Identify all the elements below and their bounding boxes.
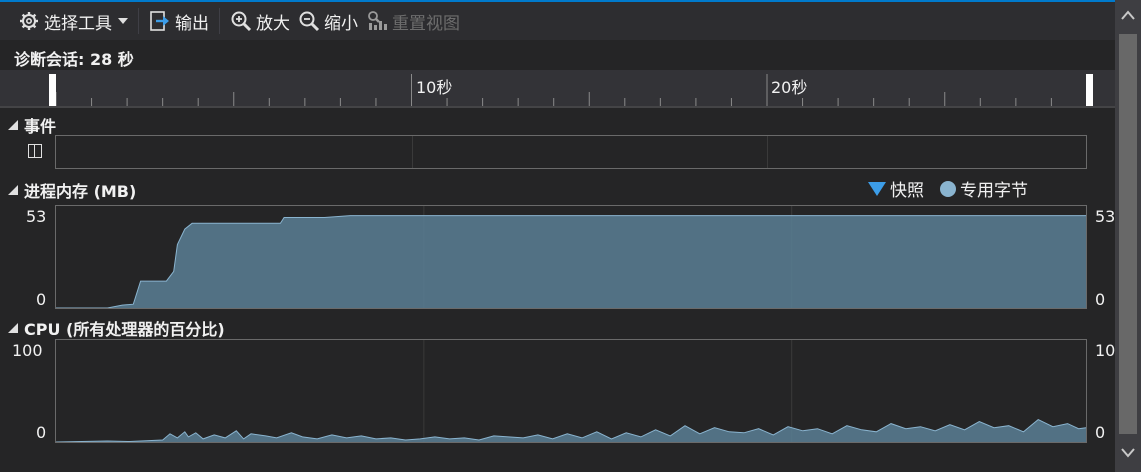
zoom-in-button[interactable]: 放大 — [226, 6, 294, 36]
memory-chart[interactable] — [55, 205, 1087, 309]
ruler-ticks — [0, 74, 1115, 108]
events-track[interactable] — [55, 135, 1087, 169]
cpu-y-max-left: 100 — [12, 341, 43, 360]
export-icon — [149, 10, 171, 32]
cpu-chart-svg — [55, 340, 1087, 443]
gridline — [767, 136, 768, 168]
memory-y-max-left: 53 — [26, 207, 47, 226]
private-bytes-dot-icon — [940, 180, 956, 197]
memory-title: 进程内存 (MB) — [24, 182, 137, 201]
memory-series-area — [56, 215, 1086, 308]
legend-item-snapshot: 快照 — [868, 176, 924, 201]
reset-view-button[interactable]: 重置视图 — [362, 6, 464, 36]
cpu-y-min-left: 0 — [36, 423, 47, 442]
memory-series-line — [56, 215, 1086, 309]
range-end-handle[interactable] — [1086, 74, 1093, 106]
collapse-triangle-icon[interactable] — [8, 185, 18, 195]
toolbar-separator — [138, 8, 139, 34]
toolbar: 选择工具 输出 放大 缩小 重置视图 — [0, 2, 1115, 40]
cpu-series-line — [55, 419, 1087, 443]
memory-y-max-right: 53 — [1095, 207, 1116, 226]
cpu-series-area — [56, 419, 1086, 442]
timeline-ruler[interactable]: 10秒 20秒 — [0, 70, 1115, 108]
gear-icon — [18, 10, 40, 32]
export-button[interactable]: 输出 — [145, 6, 213, 36]
gridline — [412, 136, 413, 168]
cpu-section-header[interactable]: CPU (所有处理器的百分比) — [8, 316, 225, 340]
ruler-label-20s: 20秒 — [771, 78, 808, 97]
scroll-down-arrow-icon[interactable] — [1115, 440, 1141, 466]
range-start-handle[interactable] — [49, 74, 56, 106]
memory-legend: 快照 专用字节 — [868, 176, 1044, 201]
cpu-title: CPU (所有处理器的百分比) — [24, 320, 225, 339]
cpu-y-max-right: 10 — [1095, 341, 1116, 360]
select-tool-label: 选择工具 — [44, 13, 112, 34]
cpu-chart[interactable] — [55, 339, 1087, 443]
legend-item-private-bytes: 专用字节 — [940, 176, 1028, 201]
events-section-header[interactable]: 事件 — [8, 113, 56, 137]
pause-icon[interactable] — [28, 144, 42, 158]
window-accent-line — [0, 0, 1141, 2]
collapse-triangle-icon[interactable] — [8, 323, 18, 333]
zoom-out-button[interactable]: 缩小 — [294, 6, 362, 36]
session-duration: 诊断会话: 28 秒 — [14, 50, 134, 69]
memory-y-min-left: 0 — [36, 290, 47, 309]
ruler-label-10s: 10秒 — [416, 78, 453, 97]
reset-view-label: 重置视图 — [392, 13, 460, 34]
scrollbar-thumb[interactable] — [1119, 34, 1137, 434]
memory-y-min-right: 0 — [1095, 290, 1106, 309]
memory-chart-svg — [56, 206, 1086, 309]
reset-view-icon — [366, 10, 388, 32]
events-title: 事件 — [24, 117, 57, 136]
snapshot-triangle-icon — [868, 181, 886, 196]
vertical-scrollbar[interactable] — [1115, 0, 1141, 472]
zoom-out-icon — [298, 10, 320, 32]
zoom-in-label: 放大 — [256, 13, 290, 34]
memory-section-header[interactable]: 进程内存 (MB) — [8, 178, 136, 202]
select-tool-button[interactable]: 选择工具 — [14, 6, 132, 36]
export-label: 输出 — [175, 13, 209, 34]
toolbar-separator — [219, 8, 220, 34]
zoom-in-icon — [230, 10, 252, 32]
collapse-triangle-icon[interactable] — [8, 120, 18, 130]
cpu-y-min-right: 0 — [1095, 423, 1106, 442]
legend-private-bytes-label: 专用字节 — [960, 181, 1028, 201]
dropdown-arrow-icon — [118, 18, 128, 24]
scroll-up-arrow-icon[interactable] — [1115, 2, 1141, 28]
zoom-out-label: 缩小 — [324, 13, 358, 34]
legend-snapshot-label: 快照 — [890, 181, 924, 201]
